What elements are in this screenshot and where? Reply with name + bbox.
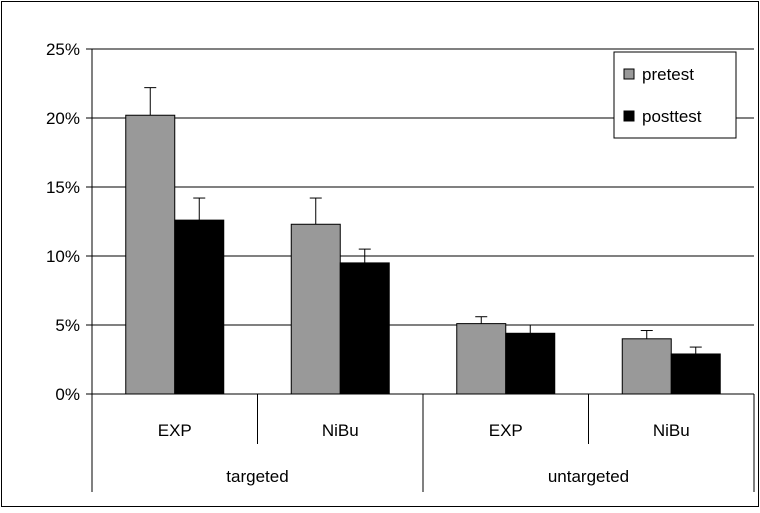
- error-bars: [144, 87, 702, 354]
- x-group-label: targeted: [226, 467, 288, 486]
- bar-pretest: [125, 114, 176, 395]
- y-tick-label: 10%: [46, 247, 80, 266]
- x-group-label: untargeted: [548, 467, 629, 486]
- x-category-label: EXP: [489, 421, 523, 440]
- y-tick-label: 20%: [46, 109, 80, 128]
- bar-pretest: [290, 223, 341, 395]
- bar-posttest: [670, 353, 721, 395]
- x-category-label: EXP: [158, 421, 192, 440]
- x-category-label: NiBu: [653, 421, 690, 440]
- bars: [125, 114, 721, 395]
- y-tick-label: 15%: [46, 178, 80, 197]
- y-tick-label: 25%: [46, 40, 80, 59]
- legend: pretest posttest: [613, 51, 737, 139]
- bar-posttest: [505, 332, 556, 395]
- legend-label-posttest: posttest: [642, 107, 702, 126]
- y-tick-label: 0%: [55, 385, 80, 404]
- legend-swatch-posttest: [623, 110, 635, 122]
- x-category-label: NiBu: [322, 421, 359, 440]
- bar-pretest: [456, 323, 507, 395]
- legend-box: [613, 51, 737, 139]
- bar-posttest: [339, 262, 390, 395]
- bar-pretest: [621, 338, 672, 395]
- y-tick-label: 5%: [55, 316, 80, 335]
- legend-swatch-pretest: [623, 68, 635, 80]
- axes: 0% 5% 10% 15% 20% 25% EXP NiBu EXP NiBu targeted un…: [46, 40, 755, 492]
- bar-posttest: [174, 219, 225, 395]
- legend-label-pretest: pretest: [642, 65, 694, 84]
